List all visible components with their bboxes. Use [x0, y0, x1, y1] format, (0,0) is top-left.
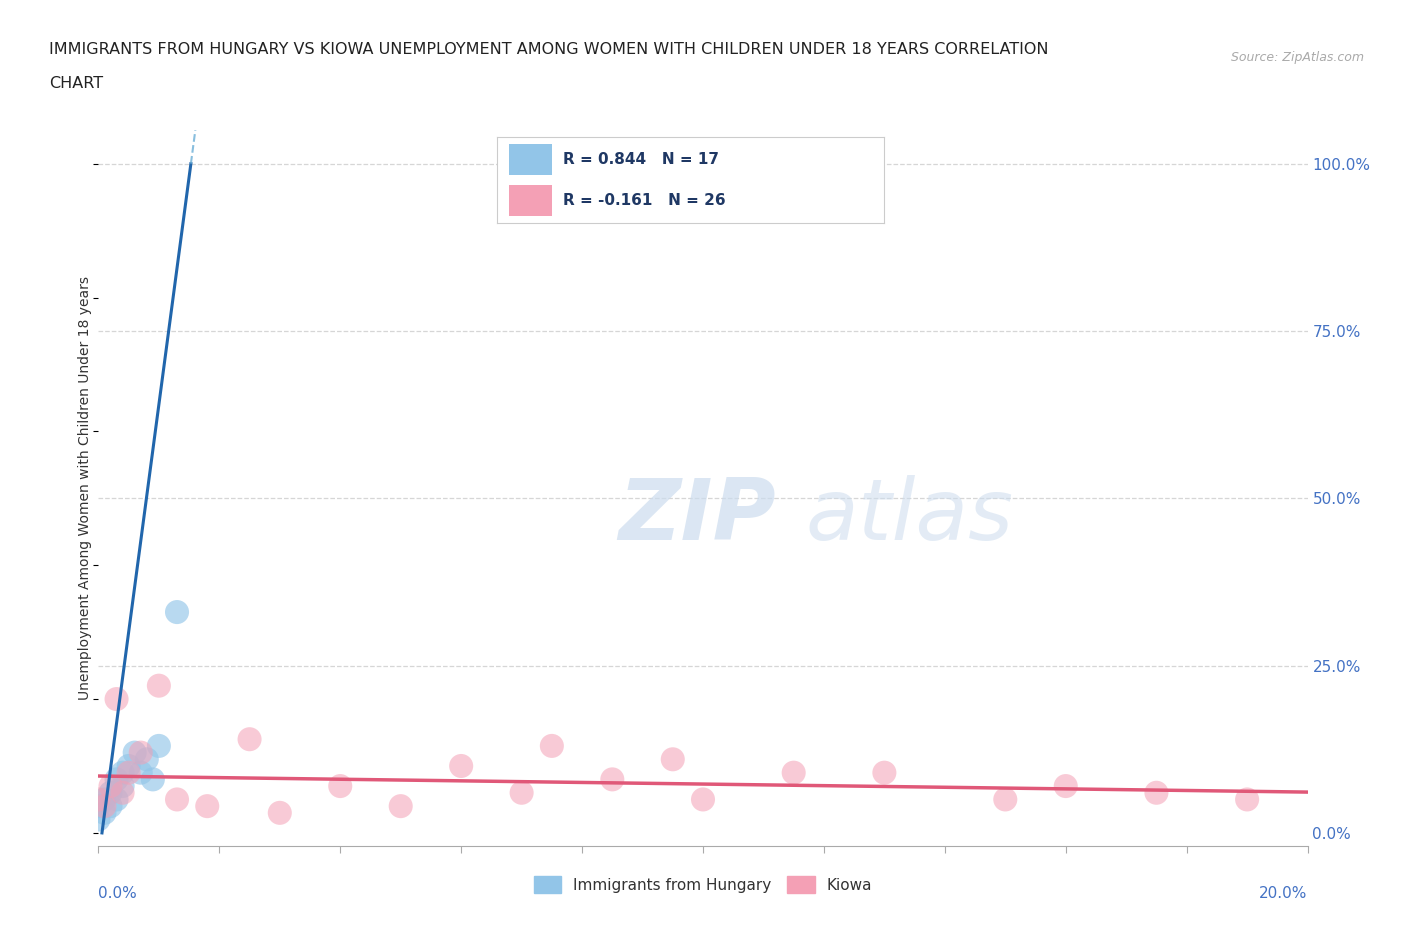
Point	[87, 792, 110, 807]
Point	[93, 799, 115, 814]
Point	[239, 732, 262, 747]
Point	[1144, 785, 1167, 800]
Point	[124, 745, 146, 760]
Text: ZIP: ZIP	[619, 475, 776, 558]
Point	[129, 745, 152, 760]
Point	[148, 738, 170, 753]
Point	[994, 792, 1017, 807]
Point	[873, 765, 896, 780]
Legend: Immigrants from Hungary, Kiowa: Immigrants from Hungary, Kiowa	[527, 870, 879, 899]
Point	[100, 778, 122, 793]
Point	[135, 751, 157, 766]
Point	[166, 792, 188, 807]
Point	[87, 799, 110, 814]
Point	[111, 765, 134, 780]
Point	[129, 765, 152, 780]
Point	[662, 751, 685, 766]
Point	[269, 805, 291, 820]
Point	[510, 785, 533, 800]
Point	[93, 805, 115, 820]
Text: 0.0%: 0.0%	[98, 885, 138, 900]
Point	[602, 772, 624, 787]
Text: Source: ZipAtlas.com: Source: ZipAtlas.com	[1230, 51, 1364, 64]
Point	[111, 785, 134, 800]
Point	[148, 678, 170, 693]
Point	[540, 738, 562, 753]
Point	[100, 785, 122, 800]
Point	[100, 799, 122, 814]
Point	[450, 759, 472, 774]
Point	[118, 765, 141, 780]
Point	[783, 765, 806, 780]
Point	[105, 792, 128, 807]
Point	[87, 812, 110, 827]
Point	[389, 799, 412, 814]
Text: CHART: CHART	[49, 76, 103, 91]
Point	[195, 799, 218, 814]
Point	[692, 792, 714, 807]
Point	[1236, 792, 1258, 807]
Text: atlas: atlas	[806, 475, 1014, 558]
Text: IMMIGRANTS FROM HUNGARY VS KIOWA UNEMPLOYMENT AMONG WOMEN WITH CHILDREN UNDER 18: IMMIGRANTS FROM HUNGARY VS KIOWA UNEMPLO…	[49, 42, 1049, 57]
Point	[166, 604, 188, 619]
Point	[142, 772, 165, 787]
Point	[329, 778, 352, 793]
Point	[105, 692, 128, 707]
Point	[105, 772, 128, 787]
Point	[111, 778, 134, 793]
Point	[1054, 778, 1077, 793]
Y-axis label: Unemployment Among Women with Children Under 18 years: Unemployment Among Women with Children U…	[79, 276, 93, 700]
Point	[93, 792, 115, 807]
Point	[118, 759, 141, 774]
Text: 20.0%: 20.0%	[1260, 885, 1308, 900]
